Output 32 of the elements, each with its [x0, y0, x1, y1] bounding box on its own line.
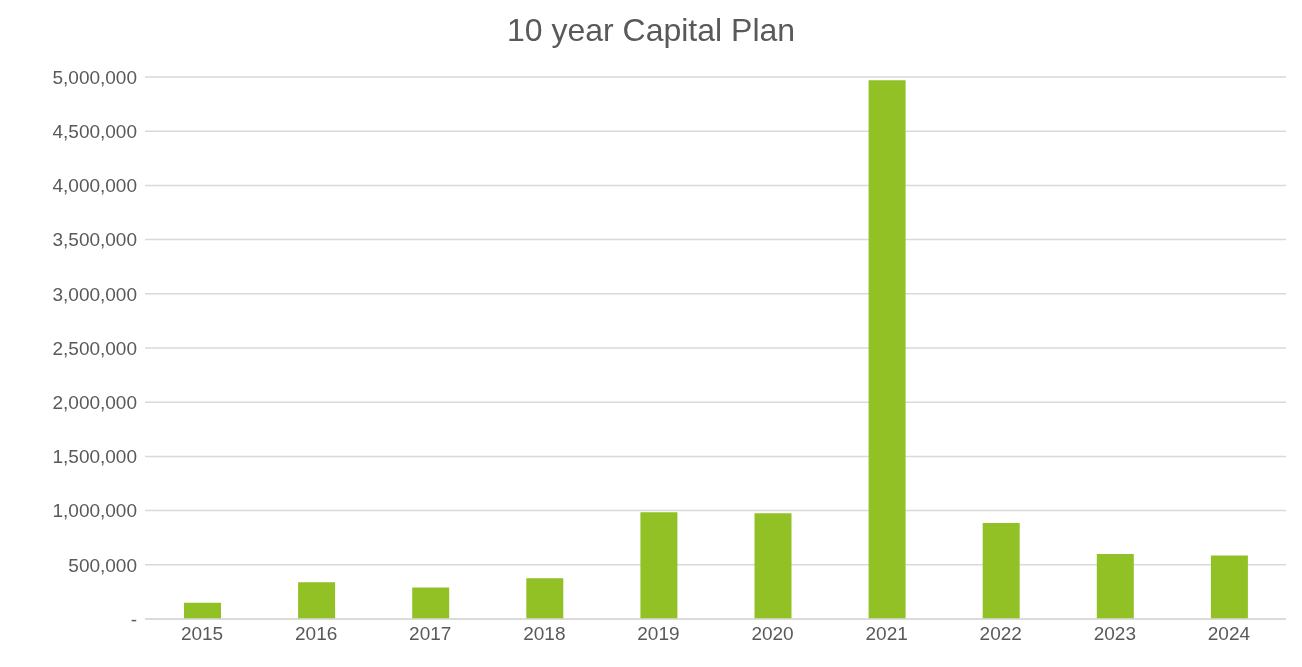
bar — [982, 523, 1020, 619]
x-tick-label: 2021 — [865, 623, 908, 645]
y-tick-label: 4,500,000 — [52, 120, 137, 142]
x-tick-label: 2017 — [409, 623, 452, 645]
chart-title: 10 year Capital Plan — [505, 11, 797, 50]
y-tick-label: 5,000,000 — [52, 66, 137, 88]
bar — [412, 587, 450, 619]
bar — [298, 582, 336, 619]
bar — [526, 578, 564, 619]
x-tick-label: 2019 — [637, 623, 680, 645]
bar — [1096, 553, 1134, 619]
y-tick-label: 1,000,000 — [52, 500, 137, 522]
bar — [1210, 555, 1248, 619]
y-tick-label: 1,500,000 — [52, 446, 137, 468]
x-tick-label: 2016 — [295, 623, 338, 645]
y-tick-label: 3,000,000 — [52, 283, 137, 305]
x-tick-label: 2018 — [523, 623, 566, 645]
x-tick-label: 2020 — [751, 623, 794, 645]
bar — [754, 513, 792, 619]
bar — [184, 602, 221, 619]
y-tick-label: 4,000,000 — [52, 175, 137, 197]
x-tick-label: 2015 — [180, 623, 224, 645]
y-tick-label: 2,000,000 — [52, 391, 137, 413]
x-tick-label: 2022 — [979, 623, 1022, 645]
x-tick-label: 2023 — [1093, 623, 1136, 645]
y-tick-label: 500,000 — [68, 554, 137, 576]
x-tick-label: 2024 — [1207, 623, 1251, 645]
y-tick-label: - — [130, 608, 137, 630]
y-tick-label: 3,500,000 — [52, 229, 137, 251]
bar — [640, 512, 678, 619]
bar — [868, 80, 906, 619]
y-tick-label: 2,500,000 — [52, 337, 137, 359]
